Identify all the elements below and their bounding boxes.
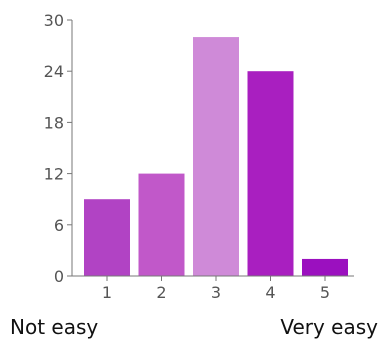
y-axis: 0 6 12 18 24 30 xyxy=(44,11,73,286)
y-tick-label: 18 xyxy=(44,113,64,132)
y-tick-label: 0 xyxy=(54,267,64,286)
x-tick-label: 5 xyxy=(320,283,330,302)
bar xyxy=(193,37,239,276)
scale-high-label: Very easy xyxy=(280,315,378,339)
bars xyxy=(84,37,348,276)
y-tick-label: 24 xyxy=(44,62,64,81)
y-tick-label: 6 xyxy=(54,216,64,235)
x-tick-label: 4 xyxy=(265,283,275,302)
bar xyxy=(302,258,348,276)
x-axis: 1 2 3 4 5 xyxy=(72,275,354,302)
y-tick-label: 12 xyxy=(44,165,64,184)
bar xyxy=(138,173,185,276)
y-tick-label: 30 xyxy=(44,11,64,30)
bar xyxy=(247,71,294,276)
x-tick-label: 3 xyxy=(211,283,221,302)
bar xyxy=(84,199,130,276)
scale-low-label: Not easy xyxy=(10,315,99,339)
x-tick-label: 1 xyxy=(102,283,112,302)
x-tick-label: 2 xyxy=(156,283,166,302)
